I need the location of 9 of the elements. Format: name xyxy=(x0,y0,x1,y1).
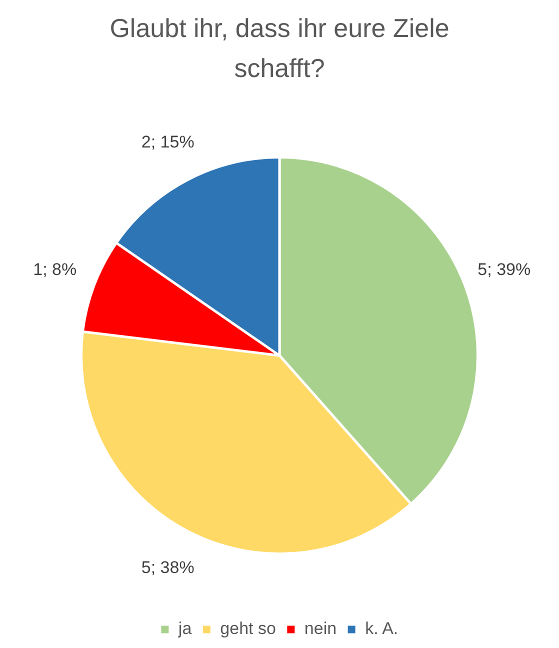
legend-label: k. A. xyxy=(365,619,398,638)
data-label: 2; 15% xyxy=(141,132,194,152)
chart-title: Glaubt ihr, dass ihr eure Ziele schafft? xyxy=(108,12,450,85)
data-label: 1; 8% xyxy=(33,260,77,279)
data-label: 5; 38% xyxy=(141,558,194,577)
legend-label: geht so xyxy=(220,619,276,638)
data-label: 5; 39% xyxy=(478,260,531,279)
legend-label: ja xyxy=(177,619,192,638)
legend-label: nein xyxy=(304,619,337,638)
